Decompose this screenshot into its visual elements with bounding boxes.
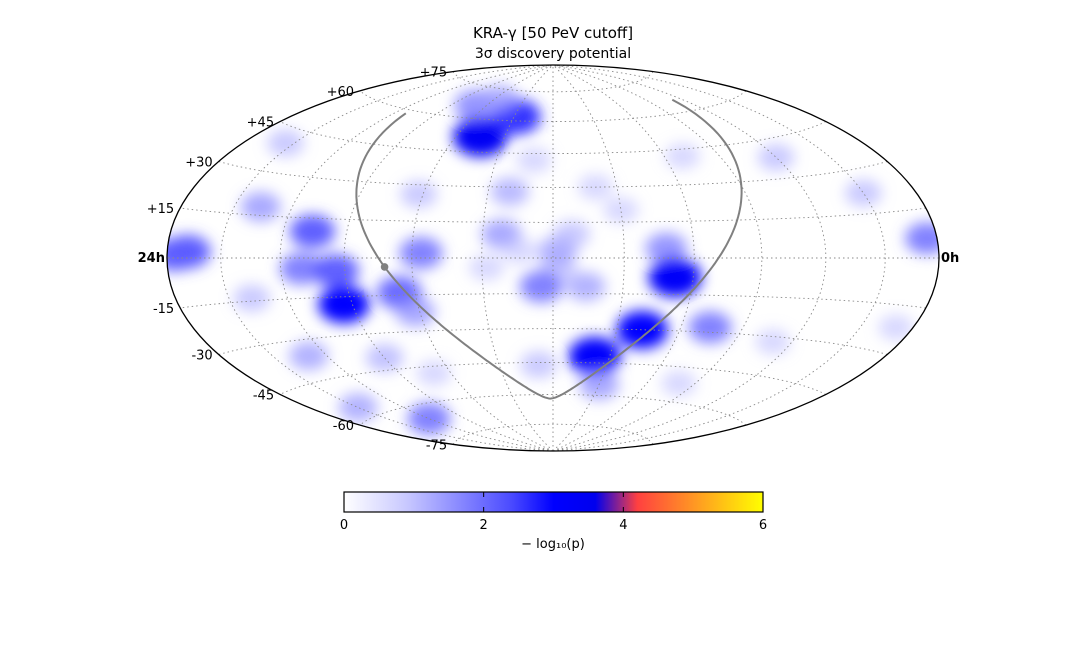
dec-label: +30 <box>185 156 212 171</box>
hotspot <box>289 214 336 249</box>
hotspot <box>688 311 732 344</box>
hotspot <box>757 143 795 171</box>
hotspot <box>469 254 505 281</box>
sky-boundary <box>166 64 940 452</box>
hotspot <box>905 222 939 255</box>
hotspot <box>318 285 370 324</box>
hotspot <box>338 393 378 422</box>
hotspot <box>453 116 508 157</box>
hotspot <box>313 254 359 288</box>
dec-label: -45 <box>253 389 274 404</box>
colorbar-gradient <box>343 491 764 513</box>
colorbar-ticks: 0 2 4 6 <box>340 492 767 533</box>
hotspot <box>755 328 791 355</box>
ra-gridline <box>411 64 554 452</box>
dec-gridline <box>452 423 654 445</box>
hotspot <box>240 192 281 222</box>
dec-gridline <box>452 71 654 93</box>
dec-label: +60 <box>327 85 354 100</box>
hotspot <box>267 129 304 157</box>
ra-gridline <box>552 64 886 452</box>
ra-label-right: 0h <box>941 251 959 266</box>
dec-labels: +75 +60 +45 +30 +15 -15 -30 -45 -60 -75 <box>147 66 447 454</box>
hotspot <box>516 147 552 174</box>
ra-gridline <box>552 64 827 452</box>
dec-gridline <box>180 293 926 309</box>
colorbar-tick-label: 6 <box>759 518 767 533</box>
colorbar: 0 2 4 6 − log₁₀(p) <box>340 491 767 552</box>
dec-label: +15 <box>147 202 174 217</box>
dec-label: +75 <box>420 66 447 81</box>
hotspot <box>502 237 538 264</box>
galactic-center-marker <box>380 263 389 271</box>
hotspot <box>616 310 668 349</box>
hotspot <box>878 314 914 341</box>
hotspot <box>566 272 606 302</box>
hotspot <box>553 220 591 248</box>
dec-label: +45 <box>247 116 274 131</box>
dec-label: -60 <box>333 419 354 434</box>
hotspot <box>490 177 529 206</box>
hotspot <box>289 341 329 371</box>
hotspot <box>845 179 882 207</box>
dec-label: -75 <box>426 438 447 453</box>
ra-gridline <box>552 64 695 452</box>
hotspot <box>603 197 639 224</box>
galactic-plane <box>355 98 743 400</box>
colorbar-tick-label: 4 <box>619 518 627 533</box>
hotspot <box>400 180 438 208</box>
hotspot <box>665 143 701 170</box>
chart-title: KRA-γ [50 PeV cutoff] <box>473 24 633 42</box>
hotspot <box>519 270 563 303</box>
hotspot <box>568 336 621 376</box>
dec-gridline <box>279 362 827 395</box>
dec-label: -30 <box>191 349 212 364</box>
hotspot <box>645 232 688 264</box>
hotspot <box>416 360 452 387</box>
hotspot <box>648 257 702 298</box>
colorbar-tick-label: 2 <box>480 518 488 533</box>
hotspot <box>395 297 436 327</box>
hotspot-group <box>167 84 939 435</box>
ra-gridline <box>220 64 554 452</box>
colorbar-tick-label: 0 <box>340 518 348 533</box>
hotspot <box>167 238 197 272</box>
hotspot <box>480 84 520 114</box>
hotspot <box>399 237 443 270</box>
dec-gridline <box>279 121 827 154</box>
hotspot <box>279 252 323 285</box>
hotspot <box>520 351 557 379</box>
graticule <box>167 64 939 452</box>
chart-subtitle: 3σ discovery potential <box>475 46 631 62</box>
dec-label: -15 <box>153 302 174 317</box>
dec-gridline <box>180 207 926 223</box>
colorbar-label: − log₁₀(p) <box>521 537 585 552</box>
ra-gridline <box>279 64 554 452</box>
hotspot <box>661 370 697 397</box>
hotspot <box>407 402 451 435</box>
hotspot <box>365 344 404 372</box>
ra-label-left: 24h <box>138 251 165 266</box>
hotspot <box>233 284 271 312</box>
galactic-plane-line <box>355 98 743 400</box>
